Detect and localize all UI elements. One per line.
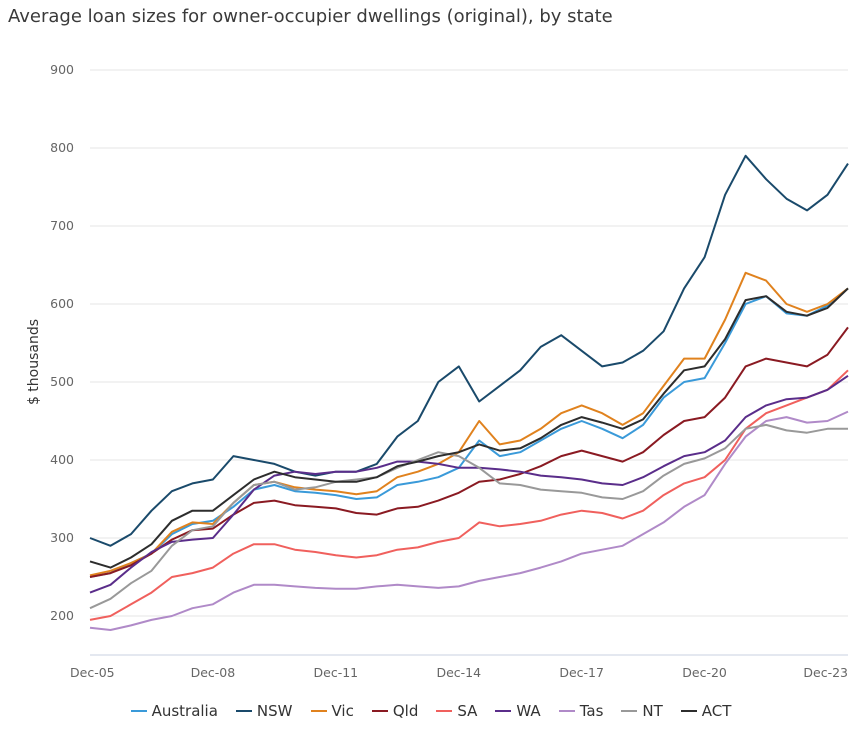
legend-label: WA (516, 702, 541, 720)
x-tick-label: Dec-14 (436, 665, 481, 680)
series-line-act (89, 287, 849, 569)
series-line-wa (89, 374, 849, 594)
y-axis-ticks: 200 300 400 500 600 700 800 900 (50, 62, 74, 623)
legend-label: NT (642, 702, 663, 720)
series-line-nt (89, 423, 848, 610)
series-lines (89, 154, 849, 631)
legend-item-act[interactable]: ACT (680, 702, 732, 720)
legend-swatch (235, 710, 252, 712)
legend-label: Vic (331, 702, 354, 720)
chart-title: Average loan sizes for owner-occupier dw… (8, 6, 613, 27)
y-tick-label: 200 (50, 608, 74, 623)
y-tick-label: 900 (50, 62, 74, 77)
legend-swatch (680, 710, 697, 712)
y-tick-label: 300 (50, 530, 74, 545)
series-line-nsw (89, 154, 849, 547)
x-tick-label: Dec-08 (191, 665, 236, 680)
legend-item-nsw[interactable]: NSW (235, 702, 293, 720)
legend-swatch (310, 710, 327, 712)
y-tick-label: 500 (50, 374, 74, 389)
legend-swatch (621, 710, 638, 712)
legend-item-qld[interactable]: Qld (371, 702, 419, 720)
series-line-australia (89, 287, 849, 578)
legend-swatch (495, 710, 512, 712)
y-tick-label: 800 (50, 140, 74, 155)
legend-item-sa[interactable]: SA (436, 702, 477, 720)
series-line-qld (89, 326, 849, 578)
legend-item-tas[interactable]: Tas (558, 702, 604, 720)
x-tick-label: Dec-23 (803, 665, 848, 680)
legend-label: SA (457, 702, 478, 720)
x-tick-label: Dec-20 (682, 665, 727, 680)
x-tick-label: Dec-17 (559, 665, 604, 680)
legend-item-nt[interactable]: NT (621, 702, 663, 720)
legend-swatch (558, 710, 575, 712)
legend-label: ACT (701, 702, 732, 720)
legend-label: Australia (151, 702, 218, 720)
legend-swatch (436, 710, 453, 712)
series-line-tas (89, 410, 849, 631)
x-tick-label: Dec-05 (70, 665, 115, 680)
x-axis-ticks: Dec-05 Dec-08 Dec-11 Dec-14 Dec-17 Dec-20 Dec-… (70, 665, 848, 680)
y-tick-label: 400 (50, 452, 74, 467)
series-line-vic (89, 271, 849, 577)
x-tick-label: Dec-11 (314, 665, 359, 680)
legend-item-wa[interactable]: WA (495, 702, 541, 720)
series-line-sa (89, 369, 849, 621)
gridlines (90, 69, 848, 617)
legend-swatch (371, 710, 388, 712)
legend-label: Qld (392, 702, 419, 720)
y-tick-label: 700 (50, 218, 74, 233)
legend: Australia NSW Vic Qld SA WA Tas NT ACT (0, 702, 862, 720)
legend-label: NSW (256, 702, 293, 720)
y-tick-label: 600 (50, 296, 74, 311)
legend-label: Tas (579, 702, 604, 720)
legend-item-australia[interactable]: Australia (130, 702, 218, 720)
legend-swatch (130, 710, 147, 712)
y-axis-label: $ thousands (26, 319, 42, 405)
legend-item-vic[interactable]: Vic (310, 702, 354, 720)
